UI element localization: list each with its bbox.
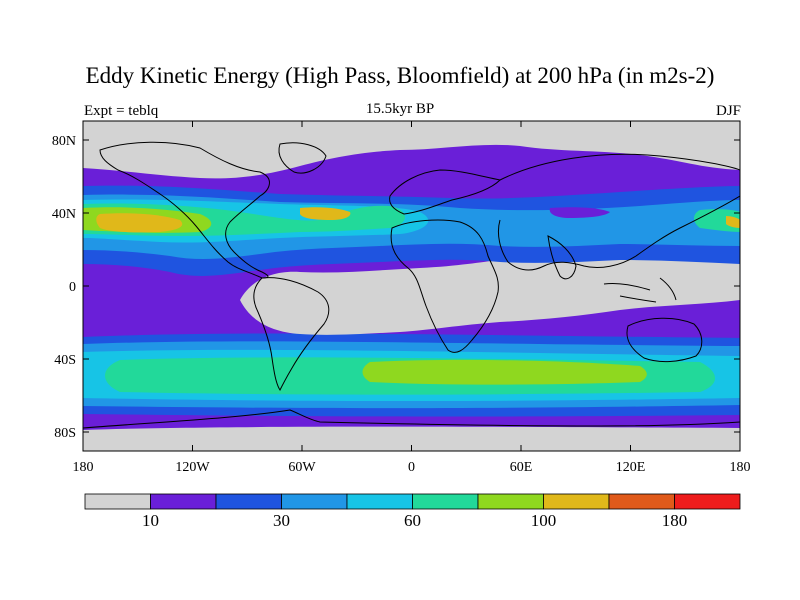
northern-band-6 [96,213,183,233]
period-label: 15.5kyr BP [365,101,435,117]
lon-tick-label: 120W [175,460,210,475]
plot-title: Eddy Kinetic Energy (High Pass, Bloomfie… [85,63,715,88]
asia-coast [497,153,740,271]
north-america-coast [99,141,270,279]
colorbar-box [346,493,413,510]
latitude-axis: 80N 40N 0 40S 80S [52,134,740,441]
india-coast [547,235,577,280]
tropical-low-region [240,253,740,335]
maritime-islands [603,277,677,303]
colorbar: 10 30 60 100 180 [84,493,741,530]
colorbar-label: 30 [273,511,290,530]
colorbar-box [84,493,151,510]
coastlines [83,141,740,429]
experiment-label: Expt = teblq [84,103,159,119]
colorbar-label: 60 [404,511,421,530]
colorbar-box [412,493,479,510]
south-america-coast [253,277,330,391]
lon-tick-label: 60E [510,460,533,475]
lon-tick-label: 0 [408,460,415,475]
colorbar-box [608,493,675,510]
lon-tick-label: 60W [288,460,316,475]
antarctic-low-region [83,426,740,451]
colorbar-label: 180 [662,511,688,530]
colorbar-box [281,493,348,510]
lat-tick-label: 80N [52,134,76,149]
lat-tick-label: 80S [54,426,76,441]
africa-coast [390,219,499,353]
season-label: DJF [715,103,741,119]
longitude-axis: 180 120W 60W 0 60E 120E 180 [73,121,751,475]
colorbar-label: 100 [531,511,557,530]
europe-coast [389,169,502,215]
east-pacific-core [726,216,740,228]
lat-tick-label: 40N [52,207,76,222]
lon-tick-label: 120E [616,460,646,475]
northern-band-7 [300,207,351,220]
antarctica-coast [83,409,740,429]
greenland-coast [278,142,327,174]
lat-tick-label: 0 [69,280,76,295]
colorbar-box [477,493,544,510]
colorbar-box [543,493,610,510]
lon-tick-label: 180 [730,460,751,475]
southern-band-5 [362,359,647,385]
colorbar-box [674,493,741,510]
polar-low-region [83,121,740,179]
lon-tick-label: 180 [73,460,94,475]
colorbar-label: 10 [142,511,159,530]
lat-tick-label: 40S [54,353,76,368]
colorbar-box [150,493,217,510]
eke-field [83,121,740,451]
colorbar-box [215,493,282,510]
australia-coast [626,317,703,363]
asian-jet-core [549,207,610,218]
